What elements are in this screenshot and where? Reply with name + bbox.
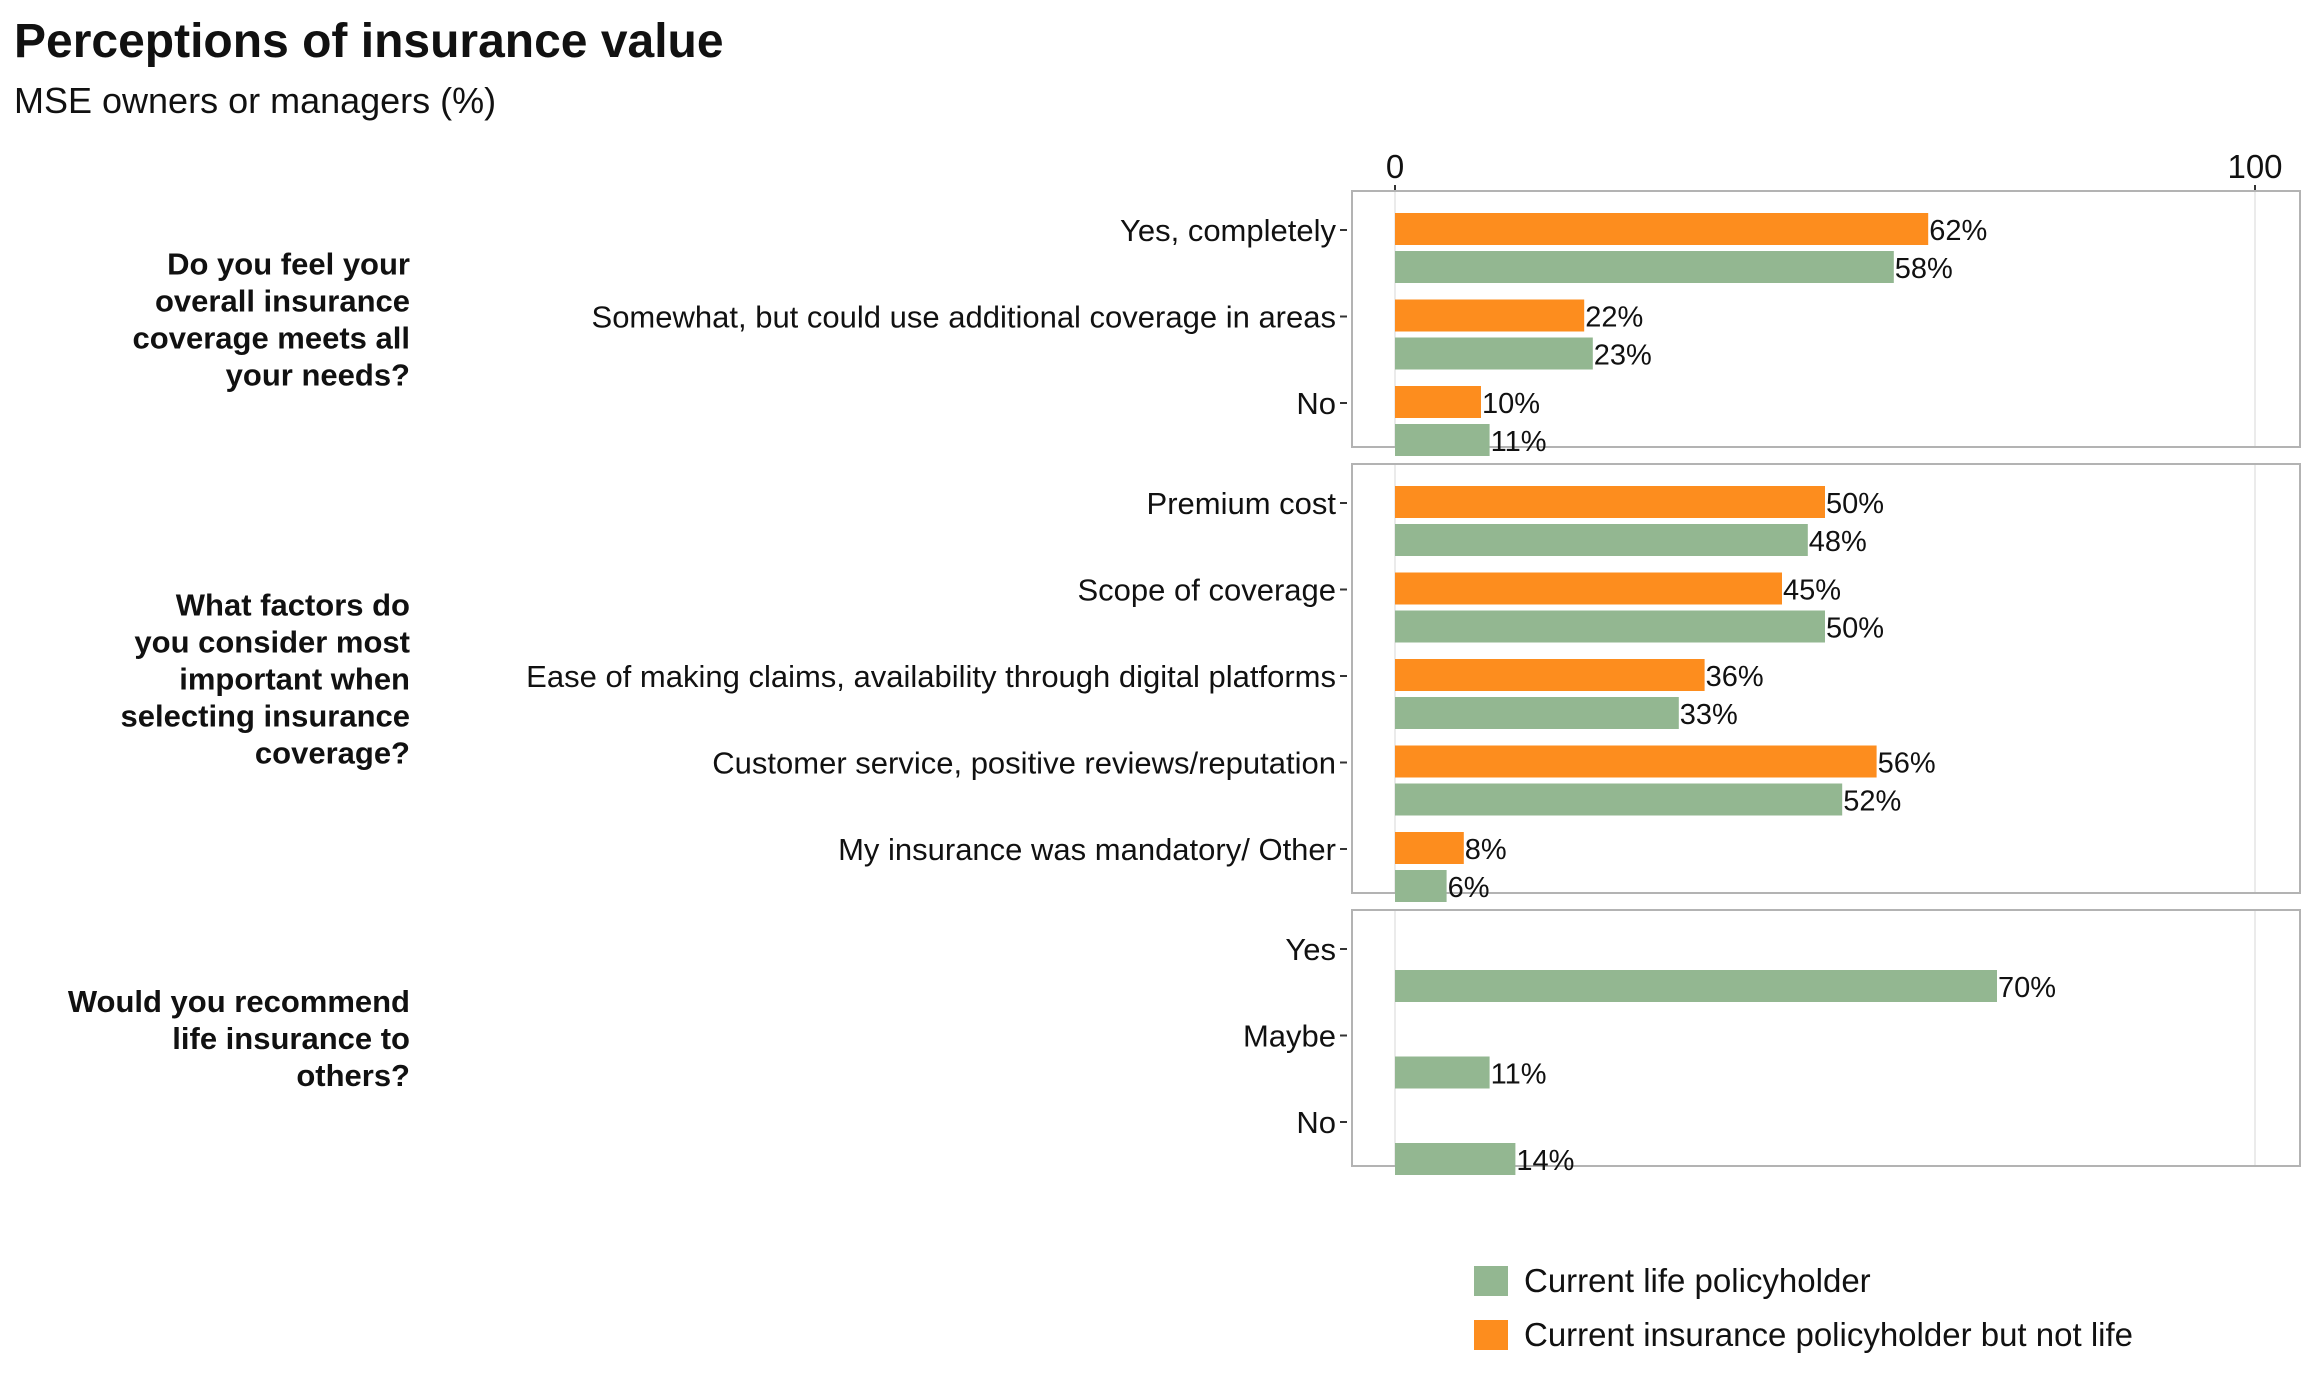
bar-life-1-0 [1395,524,1808,556]
category-label-1-4: My insurance was mandatory/ Other [838,832,1336,867]
value-label-life-1-4: 6% [1448,872,1490,904]
legend: Current life policyholder Current insura… [1474,1258,2133,1366]
bar-life-2-0 [1395,970,1997,1002]
legend-label-life: Current life policyholder [1524,1262,1871,1299]
question-line-1-2: important when [179,662,410,697]
value-label-life-1-1: 50% [1826,613,1884,645]
value-label-non-life-1-1: 45% [1783,575,1841,607]
chart-subtitle: MSE owners or managers (%) [14,80,497,121]
category-label-0-2: No [1296,386,1336,421]
bar-life-2-2 [1395,1143,1516,1175]
bar-non-life-1-3 [1395,745,1877,778]
value-label-life-2-2: 14% [1516,1145,1574,1177]
question-line-0-1: overall insurance [155,284,410,319]
value-label-life-2-0: 70% [1998,972,2056,1004]
legend-swatch-life [1474,1266,1508,1296]
bar-non-life-0-0 [1395,213,1929,245]
panel-border-2 [1351,909,2301,1167]
value-label-life-1-3: 52% [1843,786,1901,818]
legend-item-non-life: Current insurance policyholder but not l… [1474,1312,2133,1358]
category-label-1-3: Customer service, positive reviews/reput… [712,746,1336,781]
category-label-2-2: No [1296,1105,1336,1140]
bar-life-1-1 [1395,610,1825,643]
category-label-1-1: Scope of coverage [1077,573,1336,608]
bar-life-0-1 [1395,337,1593,370]
bar-life-1-2 [1395,697,1679,729]
bar-non-life-1-0 [1395,486,1825,518]
panel-border-0 [1351,190,2301,448]
question-line-2-0: Would you recommend [68,984,410,1019]
bar-non-life-0-1 [1395,299,1585,332]
bar-life-1-4 [1395,870,1447,902]
chart-title: Perceptions of insurance value [14,15,724,68]
value-label-life-0-2: 11% [1491,426,1547,458]
bar-life-1-3 [1395,783,1843,816]
value-label-non-life-1-4: 8% [1465,834,1507,866]
value-label-life-2-1: 11% [1491,1059,1547,1091]
question-line-1-4: coverage? [255,736,410,771]
bar-non-life-1-4 [1395,832,1464,864]
category-label-1-2: Ease of making claims, availability thro… [526,659,1336,694]
value-label-non-life-0-0: 62% [1929,215,1987,247]
question-line-1-1: you consider most [134,625,410,660]
legend-swatch-non-life [1474,1320,1508,1350]
value-label-non-life-1-3: 56% [1878,748,1936,780]
question-line-1-0: What factors do [176,588,410,623]
value-label-life-0-0: 58% [1895,253,1953,285]
bar-life-0-2 [1395,424,1490,456]
value-label-non-life-1-2: 36% [1706,661,1764,693]
legend-label-non-life: Current insurance policyholder but not l… [1524,1316,2134,1353]
bar-non-life-1-2 [1395,659,1705,691]
bar-life-0-0 [1395,251,1894,283]
value-label-life-1-2: 33% [1680,699,1738,731]
bar-life-2-1 [1395,1056,1490,1089]
value-label-life-1-0: 48% [1809,526,1867,558]
category-label-1-0: Premium cost [1147,486,1337,521]
value-label-non-life-0-2: 10% [1482,388,1540,420]
question-line-0-2: coverage meets all [133,321,410,356]
question-line-2-2: others? [296,1058,410,1093]
category-label-2-1: Maybe [1243,1019,1336,1054]
panel-border-1 [1351,463,2301,894]
x-tick-label-1: 100 [2227,148,2282,185]
question-line-0-0: Do you feel your [167,247,410,282]
value-label-non-life-0-1: 22% [1585,302,1643,334]
question-line-1-3: selecting insurance [121,699,410,734]
value-label-life-0-1: 23% [1594,340,1652,372]
legend-item-life: Current life policyholder [1474,1258,2133,1304]
category-label-0-1: Somewhat, but could use additional cover… [592,300,1336,335]
value-label-non-life-1-0: 50% [1826,488,1884,520]
bar-non-life-0-2 [1395,386,1481,418]
category-label-0-0: Yes, completely [1120,213,1336,248]
bar-non-life-1-1 [1395,572,1782,605]
question-line-0-3: your needs? [226,358,410,393]
question-line-2-1: life insurance to [172,1021,410,1056]
x-tick-label-0: 0 [1386,148,1404,185]
category-label-2-0: Yes [1285,932,1336,967]
